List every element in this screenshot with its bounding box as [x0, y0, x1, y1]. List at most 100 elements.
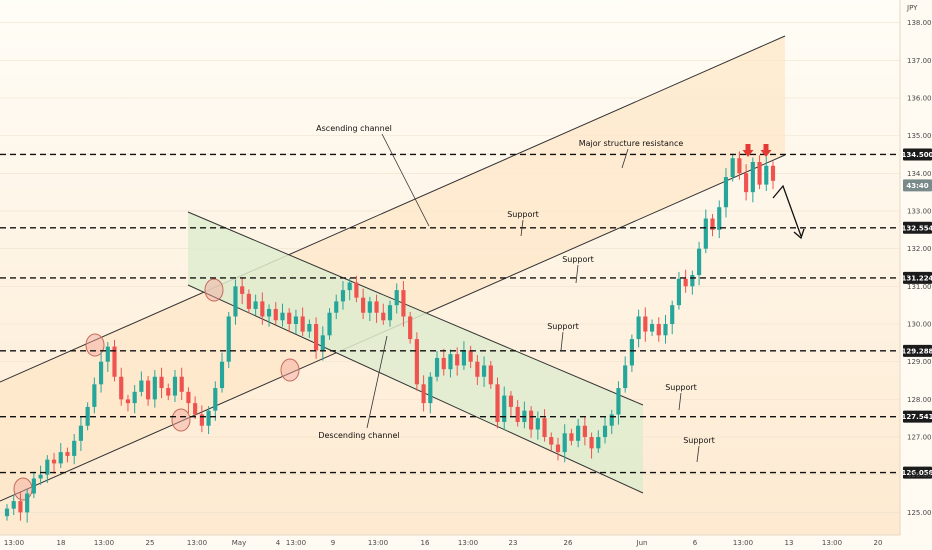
y-tick-label: 133.00: [907, 207, 932, 215]
annotation-pointer: [696, 445, 700, 463]
candle-body: [683, 278, 688, 287]
x-tick-label: May: [232, 539, 246, 547]
candle-body: [535, 418, 540, 430]
candle-body: [193, 403, 198, 415]
candle-body: [609, 414, 614, 426]
candle-body: [112, 346, 117, 377]
x-tick-label: 13:00: [286, 539, 306, 547]
candle-body: [58, 452, 63, 464]
x-tick-label: 13:00: [458, 539, 478, 547]
descending-channel-upper-line: [187, 211, 644, 406]
y-tick-label: 132.00: [907, 245, 932, 253]
level-label: 131.224: [902, 274, 932, 282]
annotation-support-5: Support: [683, 436, 715, 445]
x-tick-label: 20: [874, 539, 883, 547]
candle-body: [119, 376, 124, 400]
annotation-pointer: [560, 331, 564, 351]
candle-body: [394, 290, 399, 306]
candle-body: [770, 165, 776, 181]
swing-point-circle: [171, 408, 191, 432]
candle-body: [616, 388, 621, 415]
candle-body: [434, 357, 440, 377]
x-tick-label: 13:00: [822, 539, 842, 547]
annotation-support-3: Support: [547, 322, 579, 331]
candle-body: [549, 437, 554, 445]
level-tag: [903, 271, 932, 284]
candle-body: [717, 207, 722, 230]
level-tag: [903, 221, 932, 234]
candle-body: [361, 297, 366, 313]
level-label: 126.056: [902, 469, 932, 477]
candle-body: [428, 376, 433, 404]
candle-body: [582, 425, 587, 438]
x-tick-label: 25: [146, 539, 155, 547]
annotation-pointer: [381, 133, 430, 227]
annotation-pointer: [575, 264, 579, 284]
candle-body: [233, 286, 238, 317]
x-tick-label: 13:00: [4, 539, 24, 547]
annotation-pointer: [520, 219, 524, 237]
x-tick-label: 6: [693, 539, 698, 547]
current-price-label: 43:40: [906, 182, 928, 190]
candle-body: [670, 305, 675, 325]
candle-body: [31, 478, 36, 494]
ascending-channel-upper-line: [0, 35, 786, 383]
red-down-arrow: [760, 144, 772, 157]
time-axis-bg: [0, 535, 900, 550]
candle-body: [367, 301, 372, 313]
candle-body: [555, 444, 561, 453]
candle-body: [38, 474, 43, 479]
candle-body: [623, 365, 628, 389]
candle-body: [240, 286, 245, 294]
x-tick-label: 23: [509, 539, 518, 547]
candle-body: [320, 335, 325, 351]
y-tick-label: 130.00: [907, 321, 932, 329]
candle-body: [649, 324, 655, 332]
candle-body: [85, 406, 90, 426]
candle-body: [206, 410, 211, 426]
swing-point-circle: [13, 477, 33, 501]
y-tick-label: 125.00: [907, 509, 932, 517]
level-tag: [903, 344, 932, 357]
candle-body: [98, 361, 104, 385]
candle-body: [576, 425, 581, 441]
candle-body: [750, 162, 755, 193]
y-tick-label: 135.00: [907, 132, 932, 140]
candle-body: [562, 433, 567, 453]
candle-body: [327, 312, 332, 336]
candle-body: [408, 316, 413, 340]
candle-body: [92, 384, 97, 407]
y-tick-label: 127.00: [907, 434, 932, 442]
x-tick-label: 13: [785, 539, 794, 547]
candle-body: [287, 312, 292, 325]
candle-body: [596, 437, 601, 449]
level-label: 132.554: [902, 224, 932, 232]
red-down-arrow: [742, 144, 754, 157]
level-tag: [903, 466, 932, 479]
candle-body: [703, 218, 708, 249]
candle-body: [643, 316, 648, 332]
annotation-ascending-channel: Ascending channel: [316, 124, 392, 133]
x-tick-label: 16: [421, 539, 430, 547]
candle-body: [495, 384, 500, 422]
candle-body: [226, 316, 231, 362]
x-tick-label: 26: [564, 539, 573, 547]
candle-body: [25, 493, 30, 513]
x-tick-label: 18: [57, 539, 66, 547]
candle-body: [125, 399, 131, 404]
candle-body: [401, 290, 406, 317]
candle-body: [213, 388, 218, 411]
candle-body: [387, 305, 393, 321]
candle-body: [219, 361, 225, 389]
candle-body: [475, 361, 480, 377]
projection-path: [772, 184, 802, 237]
candle-body: [421, 384, 426, 404]
annotation-descending-channel: Descending channel: [318, 431, 399, 440]
projection-arrowhead: [793, 228, 805, 240]
candle-body: [381, 312, 386, 321]
x-tick-label: 13:00: [733, 539, 753, 547]
candle-body: [260, 301, 265, 317]
candle-body: [146, 380, 151, 400]
candle-body: [300, 316, 305, 332]
